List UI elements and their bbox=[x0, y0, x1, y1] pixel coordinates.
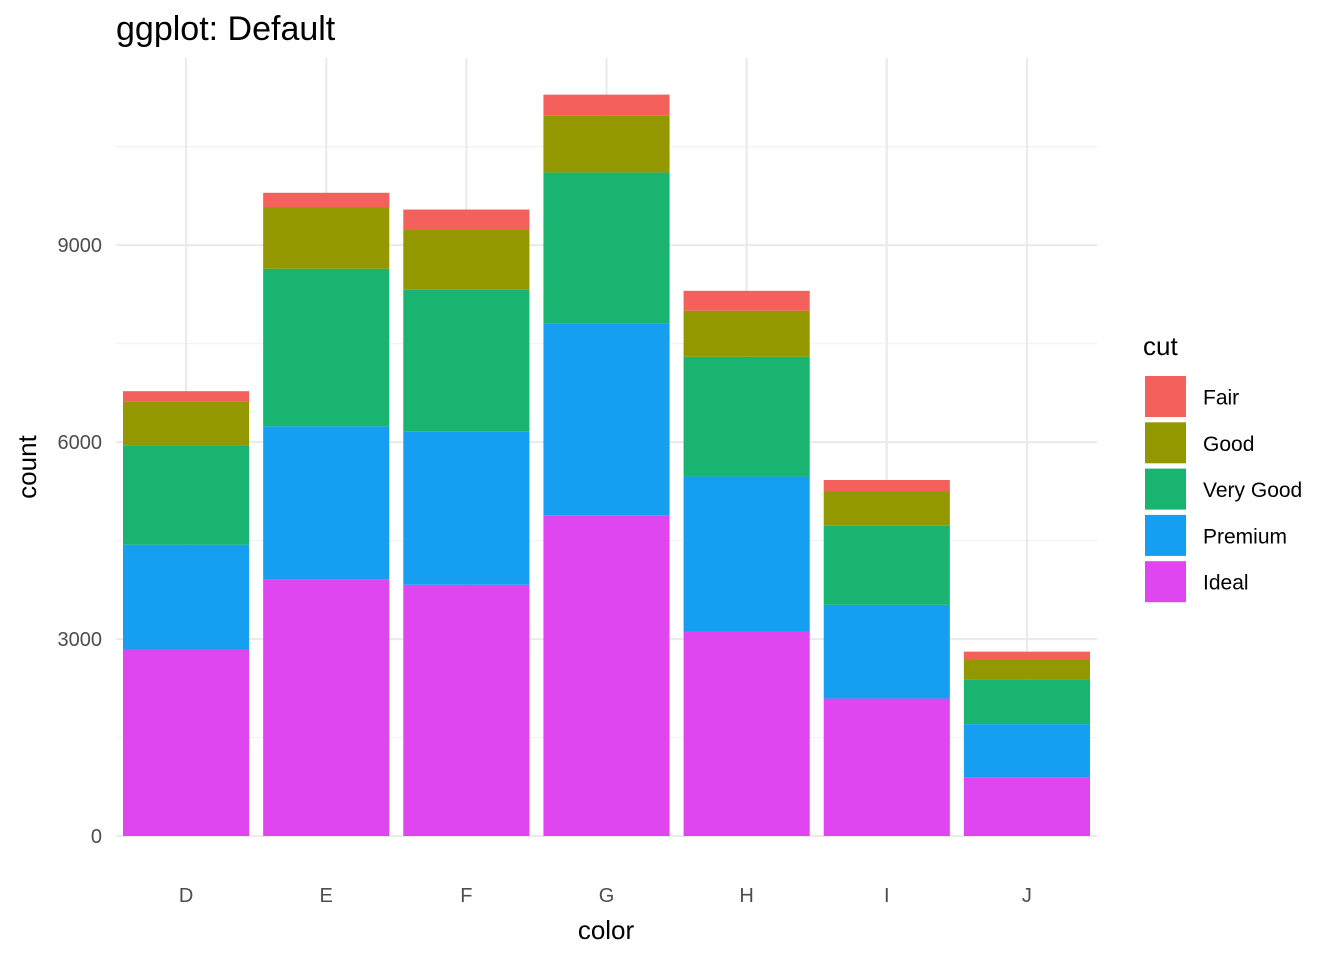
bar-segment-j-ideal bbox=[963, 777, 1090, 836]
x-tick-label: E bbox=[320, 885, 333, 907]
bar-segment-g-fair bbox=[543, 94, 670, 116]
chart-title: ggplot: Default bbox=[116, 10, 336, 48]
bar-segment-g-very-good bbox=[543, 172, 670, 324]
bar-segment-d-fair bbox=[123, 391, 250, 402]
x-tick-label: G bbox=[599, 885, 615, 907]
legend-key-fair bbox=[1145, 376, 1186, 417]
bar-segment-i-very-good bbox=[823, 525, 950, 605]
bar-segment-g-good bbox=[543, 115, 670, 173]
bar-segment-e-good bbox=[263, 207, 390, 269]
x-axis-ticks: D E F G H I J bbox=[179, 885, 1032, 907]
x-axis-title: color bbox=[578, 915, 635, 945]
bar-segment-e-fair bbox=[263, 192, 390, 208]
legend: cut Fair Good Very Good Premium Ideal bbox=[1143, 331, 1302, 603]
bar-segment-d-good bbox=[123, 401, 250, 446]
bar-segment-h-fair bbox=[683, 290, 810, 311]
bar-segment-d-premium bbox=[123, 544, 250, 650]
bar-segment-f-ideal bbox=[403, 584, 530, 836]
bar-segment-g-premium bbox=[543, 323, 670, 516]
bar-segment-d-ideal bbox=[123, 649, 250, 836]
bar-segment-d-very-good bbox=[123, 445, 250, 545]
bar-segment-e-premium bbox=[263, 426, 390, 580]
y-tick-label: 0 bbox=[91, 826, 102, 848]
bar-segment-h-ideal bbox=[683, 631, 810, 836]
bar-segment-i-premium bbox=[823, 604, 950, 699]
x-tick-label: F bbox=[460, 885, 472, 907]
bar-segment-e-very-good bbox=[263, 268, 390, 427]
legend-items: Fair Good Very Good Premium Ideal bbox=[1145, 376, 1302, 603]
bar-segment-g-ideal bbox=[543, 515, 670, 836]
legend-key-good bbox=[1145, 422, 1186, 464]
legend-label-premium: Premium bbox=[1203, 525, 1287, 548]
legend-label-fair: Fair bbox=[1203, 387, 1239, 410]
y-tick-label: 9000 bbox=[58, 235, 103, 257]
y-tick-label: 3000 bbox=[58, 629, 103, 651]
bar-segment-e-ideal bbox=[263, 579, 390, 836]
bar-segment-f-very-good bbox=[403, 289, 530, 432]
x-tick-label: D bbox=[179, 885, 193, 907]
bar-segment-f-good bbox=[403, 230, 530, 290]
legend-key-very-good bbox=[1145, 468, 1186, 510]
legend-key-premium bbox=[1145, 514, 1186, 556]
x-tick-label: J bbox=[1022, 885, 1032, 907]
legend-label-ideal: Ideal bbox=[1203, 572, 1249, 595]
legend-title: cut bbox=[1143, 331, 1178, 361]
bar-segment-h-very-good bbox=[683, 356, 810, 477]
bar-segment-j-fair bbox=[963, 651, 1090, 660]
y-tick-label: 6000 bbox=[58, 432, 103, 454]
bar-segment-h-premium bbox=[683, 476, 810, 632]
bar-segment-j-good bbox=[963, 659, 1090, 680]
x-tick-label: H bbox=[739, 885, 753, 907]
bar-segment-i-ideal bbox=[823, 698, 950, 836]
x-tick-label: I bbox=[884, 885, 890, 907]
bars bbox=[123, 94, 1090, 836]
bar-segment-i-fair bbox=[823, 480, 950, 492]
bar-segment-h-good bbox=[683, 310, 810, 357]
bar-segment-f-premium bbox=[403, 431, 530, 585]
legend-key-ideal bbox=[1145, 561, 1186, 603]
y-axis-title: count bbox=[12, 434, 42, 498]
bar-segment-i-good bbox=[823, 491, 950, 526]
y-axis-ticks: 0 3000 6000 9000 bbox=[58, 235, 103, 848]
legend-label-very-good: Very Good bbox=[1203, 479, 1302, 502]
bar-segment-f-fair bbox=[403, 209, 530, 231]
bar-segment-j-very-good bbox=[963, 679, 1090, 725]
legend-label-good: Good bbox=[1203, 433, 1254, 456]
bar-segment-j-premium bbox=[963, 724, 1090, 778]
